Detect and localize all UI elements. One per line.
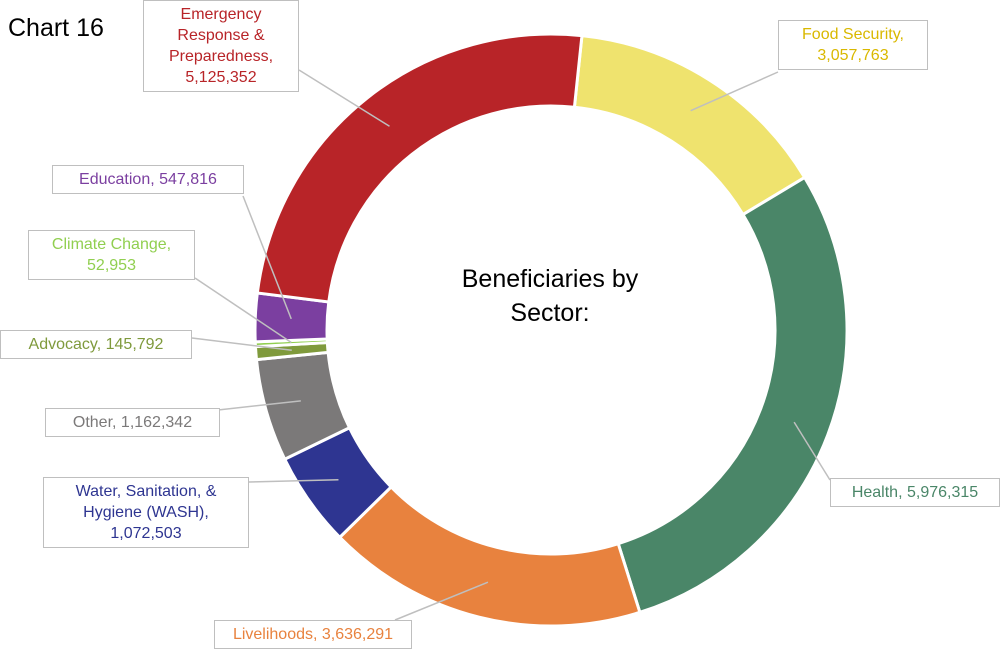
data-label: Water, Sanitation, & Hygiene (WASH), 1,0… (43, 477, 249, 548)
data-label: Climate Change, 52,953 (28, 230, 195, 280)
donut-slice (616, 175, 849, 615)
leader-line (191, 337, 292, 352)
leader-line (242, 195, 292, 320)
leader-line (690, 71, 779, 112)
data-label: Education, 547,816 (52, 165, 244, 194)
data-label: Advocacy, 145,792 (0, 330, 192, 359)
data-label: Other, 1,162,342 (45, 408, 220, 437)
data-label: Emergency Response & Preparedness, 5,125… (143, 0, 299, 92)
data-label: Livelihoods, 3,636,291 (214, 620, 412, 649)
leader-line (194, 277, 292, 344)
leader-line (394, 581, 489, 621)
leader-line (217, 400, 301, 411)
leader-line (248, 479, 339, 483)
leader-line (793, 421, 831, 481)
center-label: Beneficiaries by Sector: (461, 265, 639, 327)
donut-slice (337, 484, 642, 628)
donut-slice (572, 33, 807, 217)
chart-title: Chart 16 (8, 14, 104, 42)
data-label: Health, 5,976,315 (830, 478, 1000, 507)
donut-slice (255, 32, 584, 304)
data-label: Food Security, 3,057,763 (778, 20, 928, 70)
leader-line (298, 69, 390, 127)
